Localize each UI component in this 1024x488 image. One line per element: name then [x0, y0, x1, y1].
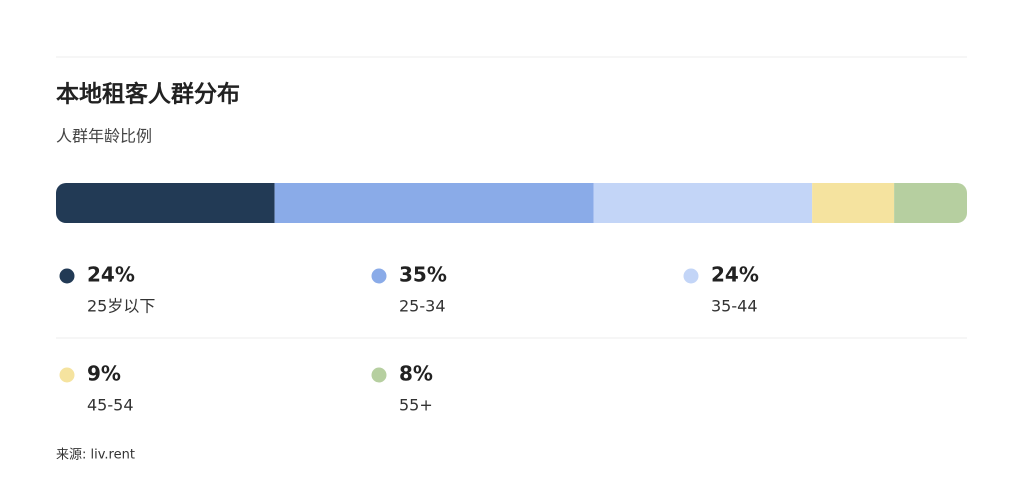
legend-label: 55+: [399, 396, 433, 415]
chart-title: 本地租客人群分布: [56, 81, 240, 108]
legend-dot: [371, 367, 387, 383]
bar-segment: [56, 183, 275, 223]
bar-segment: [894, 183, 967, 223]
legend-label: 25岁以下: [87, 297, 155, 316]
bar-segment: [812, 183, 895, 223]
legend-label: 45-54: [87, 396, 134, 415]
legend-dot: [59, 268, 75, 284]
value-label: 9%: [87, 362, 121, 386]
stacked-bar: [56, 183, 967, 223]
source: 来源: liv.rent: [56, 448, 135, 463]
value-label: 35%: [399, 263, 447, 287]
value-label: 24%: [711, 263, 759, 287]
legend-dot: [371, 268, 387, 284]
bar-segment: [593, 183, 813, 223]
value-label: 24%: [87, 263, 135, 287]
legend-label: 25-34: [399, 297, 446, 316]
value-label: 8%: [399, 362, 433, 386]
legend-dot: [683, 268, 699, 284]
legend-dot: [59, 367, 75, 383]
bar-segment: [274, 183, 594, 223]
legend-label: 35-44: [711, 297, 758, 316]
chart-subtitle: 人群年龄比例: [56, 127, 152, 146]
